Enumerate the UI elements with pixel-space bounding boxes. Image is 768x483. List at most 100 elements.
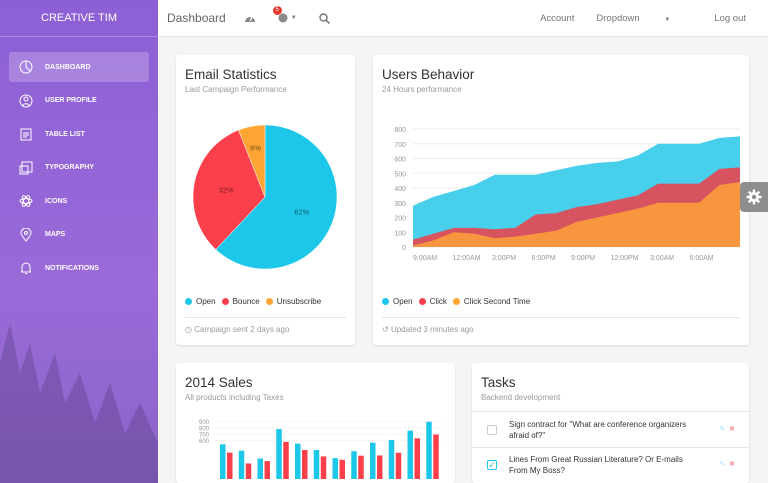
task-text: Lines From Great Russian Literature? Or …: [509, 455, 683, 475]
task-item: ✓ Lines From Great Russian Literature? O…: [472, 447, 749, 483]
bar-b: [377, 455, 383, 479]
card-title: Tasks: [481, 375, 516, 390]
card-title: 2014 Sales: [185, 375, 253, 390]
legend-dot-bounce: [221, 298, 229, 305]
bell-icon: [21, 262, 31, 274]
bar-a: [351, 451, 357, 479]
pie-slice-unsubscribe: [238, 124, 266, 198]
edit-icon[interactable]: ✎: [719, 461, 726, 468]
caret-down-icon: ▼: [664, 16, 671, 23]
bar-b: [339, 459, 345, 479]
bar-b: [433, 434, 439, 479]
sidebar-item-table-list[interactable]: TABLE LIST: [9, 119, 149, 149]
search-icon[interactable]: [318, 12, 330, 24]
y-tick-label: 200: [394, 216, 406, 223]
sidebar-item-label: DASHBOARD: [45, 63, 91, 71]
bar-a: [313, 450, 320, 479]
tasks-card: Tasks Backend development Sign contract …: [472, 363, 749, 483]
bar-b: [245, 463, 252, 479]
task-text: Sign contract for "What are conference o…: [509, 420, 687, 440]
y-tick-label: 900: [199, 420, 210, 426]
bar-a: [388, 439, 395, 479]
bar-a: [257, 458, 263, 479]
y-tick-label: 600: [394, 157, 406, 164]
sidebar-item-label: ICONS: [45, 197, 68, 205]
settings-toggle[interactable]: [740, 182, 768, 212]
caret-down-icon: ▼: [290, 15, 297, 21]
bar-a: [295, 443, 301, 479]
pie-slice-open: [215, 124, 338, 270]
legend-open: Open: [196, 297, 216, 306]
history-icon: ↺: [382, 325, 389, 334]
chart-legend: Open Click Click Second Time: [382, 297, 536, 306]
legend-dot-click: [418, 298, 426, 305]
legend-dot-click-second: [452, 298, 460, 305]
dashboard-gauge-icon[interactable]: [244, 13, 256, 23]
y-tick-label: 300: [394, 201, 406, 208]
sidebar-item-typography[interactable]: TYPOGRAPHY: [9, 153, 149, 183]
y-tick-label: 800: [394, 127, 406, 134]
card-subtitle: All products including Taxes: [185, 393, 284, 402]
x-tick-label: 12:00AM: [453, 255, 481, 262]
sidebar-item-label: TABLE LIST: [45, 130, 85, 138]
forest-background: [0, 323, 158, 483]
pie-data-label: 32%: [219, 186, 234, 195]
brand-logo[interactable]: CREATIVE TIM: [0, 0, 158, 37]
sidebar-item-user-profile[interactable]: USER PROFILE: [9, 86, 149, 116]
y-tick-label: 500: [394, 171, 406, 178]
bar-a: [370, 442, 376, 479]
remove-icon[interactable]: ✖: [729, 461, 735, 468]
sidebar: CREATIVE TIM DASHBOARD USER PROFILE TABLE …: [0, 0, 158, 483]
sidebar-item-dashboard[interactable]: DASHBOARD: [9, 52, 149, 82]
bar-b: [302, 450, 308, 479]
bar-a: [276, 429, 282, 479]
sidebar-item-label: MAPS: [45, 231, 66, 238]
sidebar-item-label: NOTIFICATIONS: [45, 264, 99, 272]
card-subtitle: 24 Hours performance: [382, 85, 462, 94]
card-title: Users Behavior: [382, 67, 475, 82]
account-link[interactable]: Account: [540, 12, 575, 24]
x-tick-label: 3:00PM: [492, 255, 516, 262]
bar-a: [407, 430, 413, 479]
notifications-dropdown[interactable]: 5 ▼: [272, 6, 297, 23]
legend-dot-open: [185, 298, 192, 305]
logout-link[interactable]: Log out: [714, 12, 746, 24]
y-tick-label: 700: [199, 433, 210, 439]
dropdown-menu[interactable]: Dropdown ▼: [596, 13, 692, 24]
card-subtitle: Last Campaign Performance: [185, 85, 287, 94]
bar-a: [332, 458, 338, 479]
y-tick-label: 400: [394, 186, 406, 193]
area-series-click-second-time: [413, 182, 740, 247]
sidebar-item-label: TYPOGRAPHY: [45, 164, 95, 171]
users-behavior-card: Users Behavior 24 Hours performance 0 100…: [373, 55, 749, 345]
page-title[interactable]: Dashboard: [167, 11, 226, 25]
sidebar-item-maps[interactable]: MAPS: [9, 220, 149, 250]
x-tick-label: 9:00PM: [571, 255, 595, 262]
pie-data-label: 62%: [294, 208, 309, 217]
card-subtitle: Backend development: [481, 393, 561, 402]
legend-dot-open: [382, 298, 389, 305]
remove-icon[interactable]: ✖: [729, 426, 735, 433]
bar-a: [238, 450, 245, 479]
task-checkbox[interactable]: [487, 425, 497, 435]
email-statistics-card: Email Statistics Last Campaign Performan…: [176, 55, 355, 345]
x-tick-label: 6:00AM: [690, 255, 714, 262]
task-checkbox-checked[interactable]: ✓: [487, 460, 497, 470]
clock-icon: ◷: [185, 325, 192, 334]
chart-legend: Open Bounce Unsubscribe: [185, 297, 327, 306]
legend-unsubscribe: Unsubscribe: [276, 297, 322, 306]
user-icon: [19, 94, 33, 107]
task-actions: ✎ ✖: [719, 425, 735, 433]
x-tick-label: 12:00PM: [611, 255, 639, 262]
pie-chart-icon: [19, 60, 33, 74]
sidebar-item-icons[interactable]: ICONS: [9, 186, 149, 216]
edit-icon[interactable]: ✎: [719, 426, 726, 433]
legend-bounce: Bounce: [232, 297, 260, 306]
bar-b: [358, 455, 364, 479]
sidebar-item-notifications[interactable]: NOTIFICATIONS: [9, 253, 149, 283]
email-pie-chart: 62% 32% 6%: [192, 124, 338, 270]
sidebar-item-label: USER PROFILE: [45, 97, 97, 104]
legend-dot-unsubscribe: [265, 298, 273, 305]
notification-badge: 5: [272, 6, 282, 15]
